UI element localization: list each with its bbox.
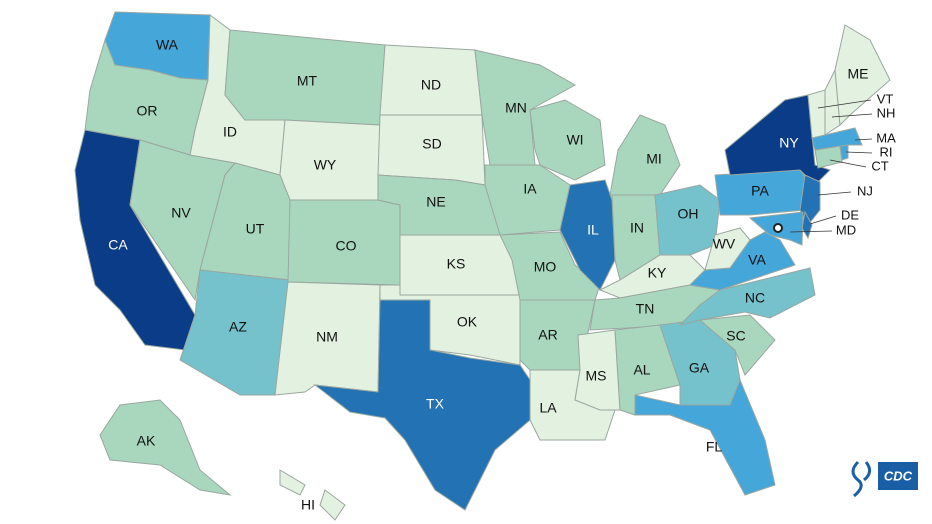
state-shape — [313, 299, 531, 511]
state-shapes — [74, 11, 891, 521]
cdc-logo: CDC — [851, 460, 918, 498]
state-label: TX — [426, 396, 445, 412]
state-shape — [698, 314, 776, 376]
state-label: NV — [171, 205, 191, 221]
state-label: IA — [523, 181, 537, 197]
state-label: LA — [539, 400, 557, 416]
cdc-box — [878, 462, 918, 490]
leader-line — [817, 191, 852, 196]
state-label: DE — [841, 207, 859, 222]
state-shape — [99, 399, 232, 496]
state-label: IN — [630, 220, 644, 236]
state-label: VT — [877, 91, 894, 106]
leader-line — [831, 113, 873, 118]
state-label: NC — [745, 290, 765, 306]
state-label: PA — [751, 183, 769, 199]
state-label: VA — [748, 252, 766, 268]
state-label: GA — [689, 360, 710, 376]
state-shape — [609, 114, 681, 196]
state-label: KS — [447, 256, 466, 272]
state-label: IL — [587, 222, 599, 238]
state-label: MD — [836, 222, 856, 237]
state-shape — [559, 179, 616, 291]
leader-line — [789, 230, 833, 233]
state-label: SD — [422, 136, 441, 152]
state-label: WA — [156, 37, 179, 53]
state-label: AK — [137, 433, 156, 449]
state-shape — [279, 469, 306, 496]
state-label: NM — [316, 329, 338, 345]
state-label: CT — [871, 158, 888, 173]
state-label: ID — [223, 124, 237, 140]
leader-line — [817, 99, 872, 109]
state-label: KY — [648, 265, 667, 281]
state-label: MT — [297, 73, 318, 89]
state-label: AR — [538, 327, 557, 343]
leader-line — [809, 215, 837, 225]
state-label: WI — [566, 132, 583, 148]
hhs-eagle — [851, 460, 871, 498]
state-shape — [839, 144, 849, 161]
state-label: MS — [586, 368, 607, 384]
state-shape — [499, 231, 601, 301]
state-label: OH — [678, 206, 699, 222]
state-label: TN — [636, 301, 655, 317]
state-shape — [319, 489, 346, 521]
state-label: NH — [877, 105, 896, 120]
state-label: CA — [108, 237, 128, 253]
dc-marker — [773, 223, 783, 233]
state-shape — [811, 127, 863, 151]
state-label: RI — [880, 144, 893, 159]
state-shape — [529, 99, 606, 181]
state-label: AL — [633, 362, 650, 378]
state-shape — [484, 164, 571, 236]
state-label: ME — [848, 66, 869, 82]
state-label: MI — [646, 151, 662, 167]
state-shape — [834, 24, 891, 127]
state-label: ND — [421, 77, 441, 93]
state-label: WV — [713, 236, 736, 252]
state-label: WY — [314, 157, 337, 173]
state-shape — [474, 49, 577, 166]
leader-line — [845, 151, 873, 154]
state-shape — [704, 227, 751, 271]
state-label: MN — [505, 100, 527, 116]
state-label: MO — [534, 259, 557, 275]
state-label: NE — [426, 194, 445, 210]
state-label: CO — [336, 238, 357, 254]
state-label: NJ — [857, 183, 873, 198]
state-label: AZ — [229, 319, 247, 335]
state-shape — [724, 94, 831, 186]
state-label: OR — [137, 103, 158, 119]
state-labels: WA OR CA NV ID MT WY UT AZ CO NM ND SD NE KS OK TX MN IA MO… — [108, 37, 896, 513]
state-shape — [634, 378, 776, 496]
state-label: UT — [246, 221, 265, 237]
state-label: MA — [876, 130, 896, 145]
state-label: HI — [301, 497, 315, 513]
state-label: SC — [726, 328, 745, 344]
state-label: NY — [779, 135, 799, 151]
state-label: FL — [706, 439, 723, 455]
leader-line — [854, 138, 873, 141]
state-label: OK — [457, 314, 478, 330]
leader-line — [829, 159, 867, 168]
state-shape — [678, 267, 816, 326]
cdc-text: CDC — [884, 468, 913, 483]
